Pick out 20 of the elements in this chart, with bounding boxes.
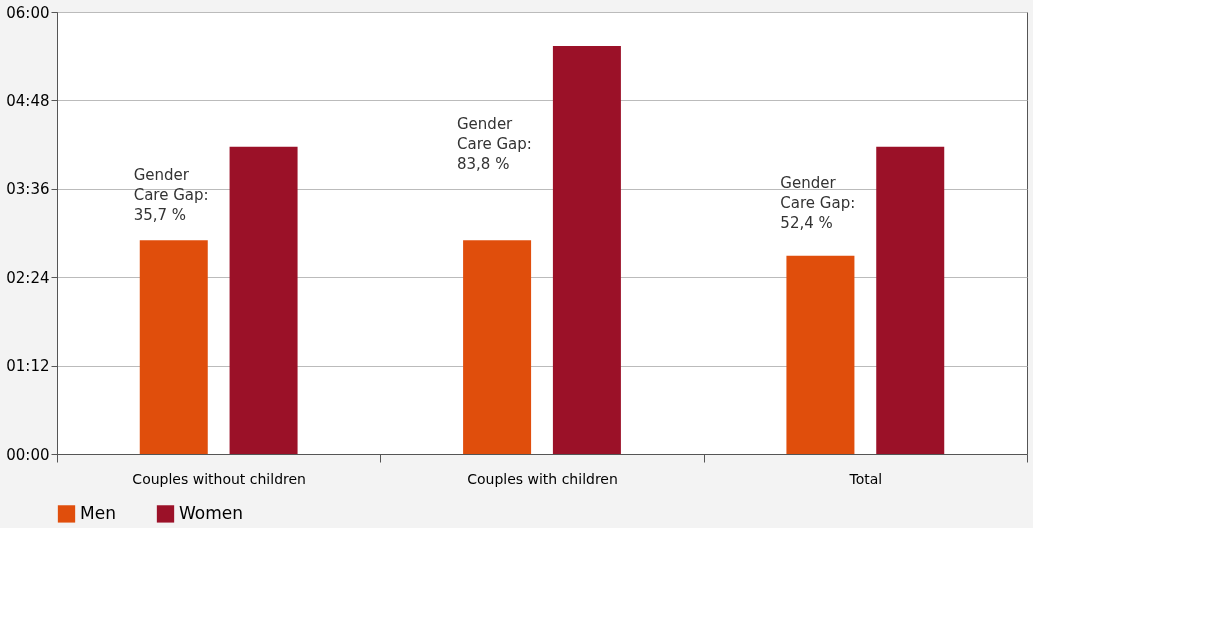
y-tick-label: 06:00 xyxy=(6,3,50,22)
annotation: Gender Care Gap: 83,8 % xyxy=(457,115,532,174)
bar xyxy=(229,146,298,454)
y-tick-label: 00:00 xyxy=(6,445,50,464)
legend-label: Women xyxy=(179,502,244,523)
annotation: Gender Care Gap: 52,4 % xyxy=(780,173,856,232)
bar xyxy=(552,45,621,454)
y-tick-label: 03:36 xyxy=(6,180,50,199)
y-tick-label: 02:24 xyxy=(6,268,50,287)
annotation: Gender Care Gap: 35,7 % xyxy=(133,165,209,224)
legend-label: Men xyxy=(80,502,116,523)
bar xyxy=(876,146,945,454)
bar xyxy=(139,240,208,454)
bar xyxy=(786,255,855,454)
x-tick-label: Couples with children xyxy=(467,470,618,487)
bar xyxy=(463,240,532,454)
x-tick-label: Couples without children xyxy=(132,470,306,487)
x-tick-label: Total xyxy=(848,470,883,487)
y-tick-label: 01:12 xyxy=(6,357,50,376)
y-tick-label: 04:48 xyxy=(6,91,50,110)
